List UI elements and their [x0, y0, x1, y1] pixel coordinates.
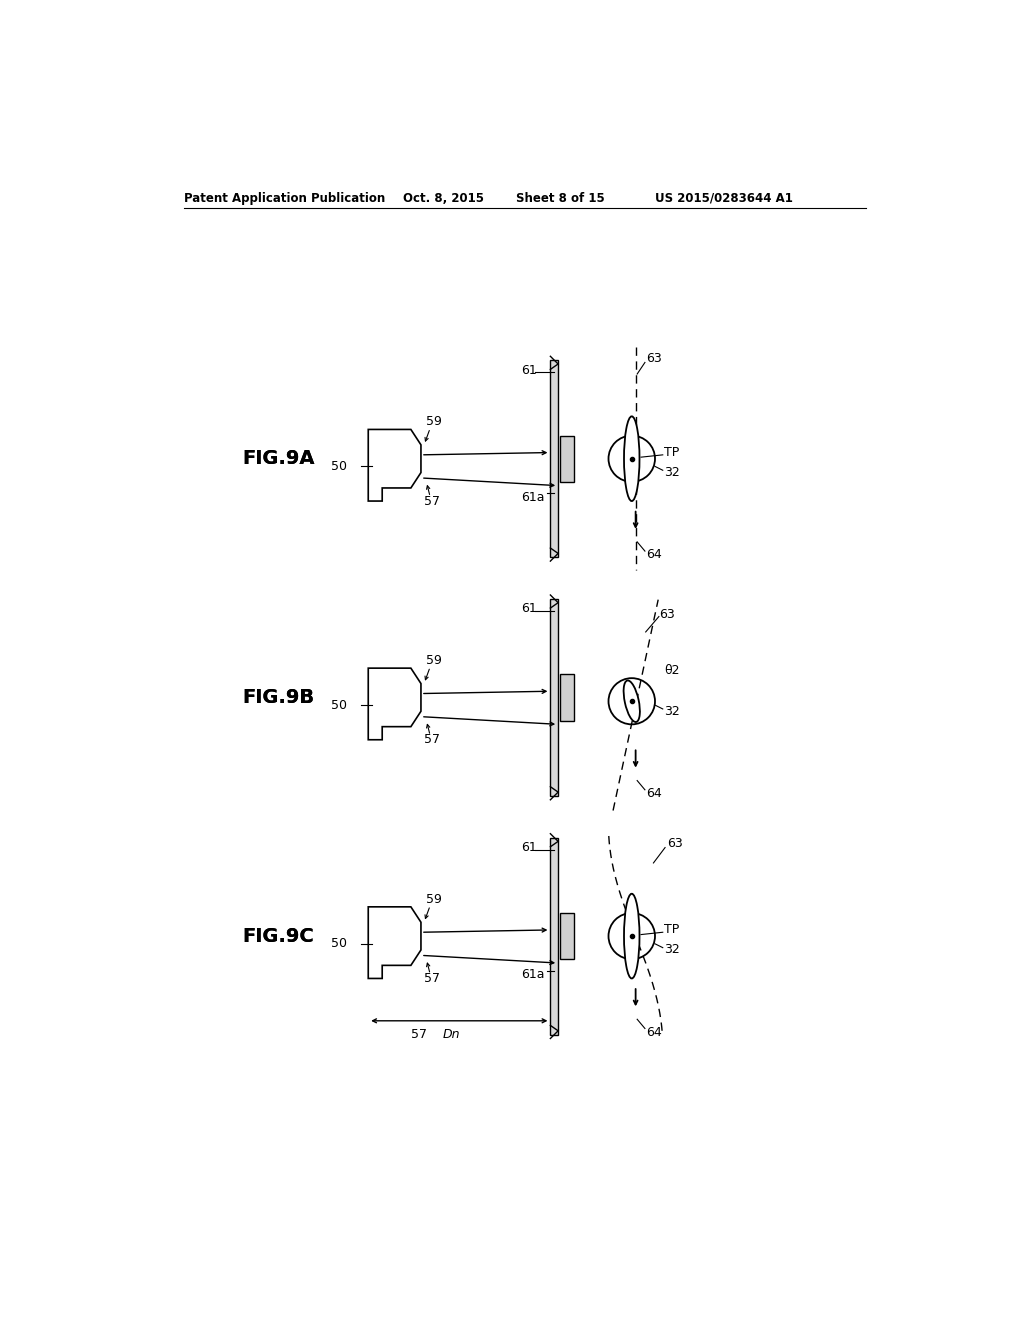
Polygon shape — [550, 837, 558, 1035]
Text: Patent Application Publication: Patent Application Publication — [183, 191, 385, 205]
Text: 64: 64 — [646, 787, 662, 800]
Text: Sheet 8 of 15: Sheet 8 of 15 — [515, 191, 604, 205]
Polygon shape — [560, 436, 573, 482]
Text: FIG.9A: FIG.9A — [243, 449, 315, 469]
Polygon shape — [550, 599, 558, 796]
Text: FIG.9C: FIG.9C — [243, 927, 314, 945]
Text: 50: 50 — [331, 459, 346, 473]
Polygon shape — [560, 675, 573, 721]
Text: 63: 63 — [658, 607, 675, 620]
Text: θ2: θ2 — [665, 664, 680, 677]
Text: 59: 59 — [426, 653, 442, 667]
Text: 57: 57 — [411, 1028, 427, 1041]
Text: FIG.9B: FIG.9B — [243, 688, 314, 708]
Text: TP: TP — [665, 924, 680, 936]
Ellipse shape — [624, 681, 640, 722]
Polygon shape — [550, 360, 558, 557]
Text: 64: 64 — [646, 1026, 662, 1039]
Text: 63: 63 — [646, 352, 662, 366]
Text: TP: TP — [665, 446, 680, 459]
Text: 64: 64 — [646, 548, 662, 561]
Text: 32: 32 — [665, 944, 680, 957]
Text: 57: 57 — [424, 972, 440, 985]
Text: 61: 61 — [521, 841, 537, 854]
Text: FIG.9C: FIG.9C — [243, 927, 314, 945]
Text: 61a: 61a — [521, 968, 545, 981]
Text: Oct. 8, 2015: Oct. 8, 2015 — [403, 191, 484, 205]
Text: 57: 57 — [424, 733, 440, 746]
Text: 50: 50 — [331, 698, 346, 711]
Text: 32: 32 — [665, 705, 680, 718]
Text: 63: 63 — [667, 837, 682, 850]
Text: FIG.9B: FIG.9B — [243, 688, 314, 708]
Text: FIG.9A: FIG.9A — [243, 449, 315, 469]
Text: 61a: 61a — [521, 491, 545, 504]
Text: 59: 59 — [426, 416, 442, 428]
Text: 32: 32 — [665, 466, 680, 479]
Text: US 2015/0283644 A1: US 2015/0283644 A1 — [655, 191, 793, 205]
Text: 57: 57 — [424, 495, 440, 508]
Polygon shape — [560, 913, 573, 960]
Ellipse shape — [624, 416, 640, 502]
Ellipse shape — [624, 894, 640, 978]
Text: 61: 61 — [521, 363, 537, 376]
Text: 59: 59 — [426, 892, 442, 906]
Text: Dn: Dn — [442, 1028, 461, 1041]
Text: 61: 61 — [521, 602, 537, 615]
Text: 50: 50 — [331, 937, 346, 950]
